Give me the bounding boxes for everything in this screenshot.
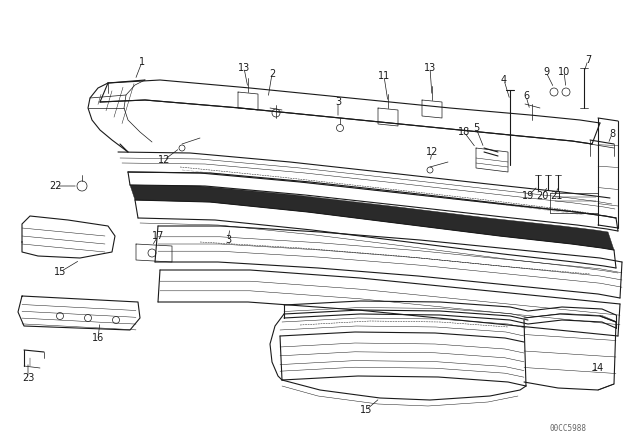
Text: 13: 13 bbox=[424, 63, 436, 73]
Text: 10: 10 bbox=[558, 67, 570, 77]
Text: 3: 3 bbox=[225, 235, 231, 245]
Text: 15: 15 bbox=[360, 405, 372, 415]
Polygon shape bbox=[130, 185, 614, 250]
Text: 17: 17 bbox=[152, 231, 164, 241]
Text: 8: 8 bbox=[609, 129, 615, 139]
Text: 12: 12 bbox=[158, 155, 170, 165]
Text: 5: 5 bbox=[473, 123, 479, 133]
Text: 16: 16 bbox=[92, 333, 104, 343]
Text: 7: 7 bbox=[585, 55, 591, 65]
Text: 22: 22 bbox=[50, 181, 62, 191]
Text: 23: 23 bbox=[22, 373, 34, 383]
Text: 21: 21 bbox=[550, 191, 562, 201]
Text: 3: 3 bbox=[335, 97, 341, 107]
Text: 15: 15 bbox=[54, 267, 66, 277]
Text: 00CC5988: 00CC5988 bbox=[550, 423, 586, 432]
Text: 4: 4 bbox=[501, 75, 507, 85]
Text: 14: 14 bbox=[592, 363, 604, 373]
Text: 12: 12 bbox=[426, 147, 438, 157]
Text: 19: 19 bbox=[522, 191, 534, 201]
Text: 1: 1 bbox=[139, 57, 145, 67]
Text: 9: 9 bbox=[543, 67, 549, 77]
Text: 18: 18 bbox=[458, 127, 470, 137]
Text: 6: 6 bbox=[523, 91, 529, 101]
Text: 13: 13 bbox=[238, 63, 250, 73]
Text: 20: 20 bbox=[536, 191, 548, 201]
Text: 11: 11 bbox=[378, 71, 390, 81]
Text: 2: 2 bbox=[269, 69, 275, 79]
